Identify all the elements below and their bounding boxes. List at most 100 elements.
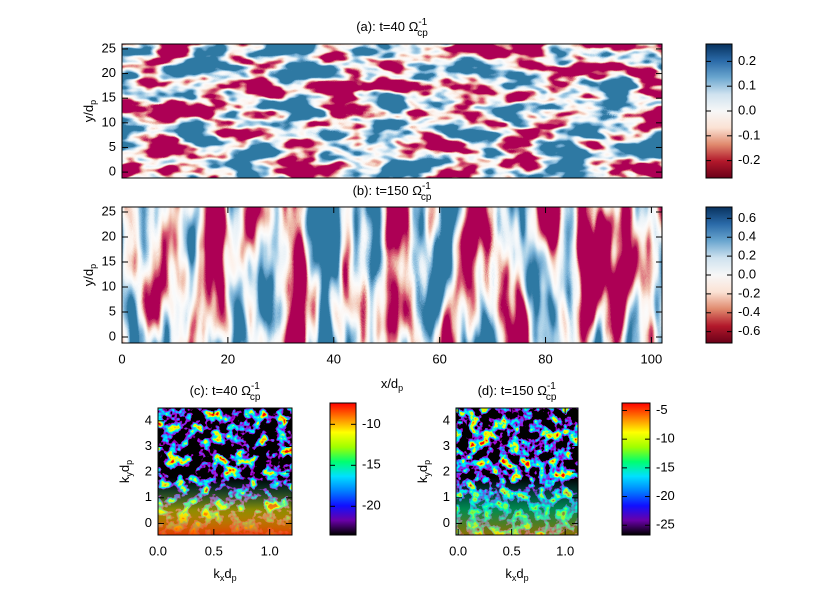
x-axis-label-sub: p (232, 573, 237, 583)
x-axis-label-text: x/d (381, 376, 398, 391)
colorbar-tick-label: 0.1 (738, 78, 756, 93)
x-tick-label: 60 (432, 351, 446, 366)
panel: (a): t=40 Ω-1cp 0 5 10 15 20 25 y/dp​ 0.2 0.1 0.0 -… (81, 17, 760, 179)
y-tick-label: 3 (145, 438, 152, 453)
colorbar-tick-label: -5 (656, 402, 668, 417)
heatmap-field (122, 44, 662, 178)
y-axis-label: ky​dp​ (117, 460, 134, 483)
y-axis-label-text: d (117, 465, 132, 472)
x-tick-label: 20 (221, 351, 235, 366)
y-tick-label: 4 (145, 412, 152, 427)
y-tick-label: 15 (102, 253, 116, 268)
y-tick-label: 5 (109, 303, 116, 318)
title-sup: -1 (547, 381, 556, 392)
colorbar-tick-label: -20 (362, 498, 381, 513)
y-axis-label-text: k (415, 476, 430, 483)
x-tick-label: 0.5 (503, 543, 521, 558)
x-tick-label: 0.5 (205, 543, 223, 558)
x-axis-label: kx​dp​ (505, 566, 528, 583)
y-axis-label-text: k (117, 476, 132, 483)
title-sup: -1 (418, 17, 427, 28)
panel-title: (c): t=40 Ω-1 cp (190, 381, 261, 403)
colorbar-tick-label: 0.6 (738, 210, 756, 225)
x-tick-label: 1.0 (261, 543, 279, 558)
y-tick-label: 25 (102, 40, 116, 55)
plot-frame (121, 43, 663, 179)
x-axis-label-sub: p (398, 383, 403, 393)
title-sup: -1 (251, 381, 260, 392)
y-axis-label: ky​dp​ (415, 460, 432, 483)
y-axis-label-sub: p (88, 264, 98, 269)
y-tick-label: 4 (443, 412, 450, 427)
x-axis-label-text: d (516, 566, 523, 581)
y-tick-label: 0 (443, 515, 450, 530)
heatmap-field (122, 207, 662, 343)
panel-title: (a): t=40 Ω-1 cp (356, 17, 428, 39)
panel-title: (b): t=150 Ω-1 cp (353, 181, 432, 203)
x-tick-label: 100 (641, 351, 663, 366)
x-axis-label-sub: x (512, 573, 517, 583)
y-axis-label-text: d (415, 465, 430, 472)
panel-title: (d): t=150 Ω-1 cp (478, 381, 557, 403)
y-tick-label: 25 (102, 203, 116, 218)
y-tick-label: 10 (102, 114, 116, 129)
colorbar-tick-label: -15 (362, 457, 381, 472)
panel: (d): t=150 Ω-1cp 0.0 0.5 1.0 0 1 2 3 4 kx​dp​ ky​d… (415, 381, 674, 584)
colorbar (621, 402, 651, 536)
y-axis-label-sub: y (422, 472, 432, 477)
x-tick-label: 40 (327, 351, 341, 366)
y-tick-label: 20 (102, 65, 116, 80)
title-text: (b): t=150 Ω (353, 183, 423, 198)
x-tick-label: 0.0 (149, 543, 167, 558)
title-sub: cp (546, 392, 557, 403)
colorbar-tick-label: 0.0 (738, 102, 756, 117)
x-axis-label-text: k (213, 566, 220, 581)
y-axis-label-sub: p (422, 460, 432, 465)
y-tick-label: 2 (443, 464, 450, 479)
y-axis-label-sub: y (124, 472, 134, 477)
heatmap-low-k (158, 408, 292, 535)
title-sub: cp (417, 28, 428, 39)
y-tick-label: 1 (145, 489, 152, 504)
x-tick-label: 80 (538, 351, 552, 366)
colorbar-tick-label: -10 (656, 431, 675, 446)
title-sub: cp (421, 192, 432, 203)
colorbar-tick-label: 0.0 (738, 266, 756, 281)
x-axis-label: x/dp​ (381, 376, 403, 393)
y-tick-label: 15 (102, 90, 116, 105)
y-axis-label-text: y/d (81, 269, 96, 286)
y-tick-label: 5 (109, 139, 116, 154)
plot-frame (121, 206, 663, 344)
heatmap-low-k (456, 408, 578, 535)
x-tick-label: 0 (118, 351, 125, 366)
y-axis-label: y/dp​ (81, 264, 98, 286)
x-axis-label-text: d (224, 566, 231, 581)
colorbar-tick-label: 0.2 (738, 248, 756, 263)
colorbar (329, 402, 357, 536)
colorbar-tick-label: 0.4 (738, 229, 756, 244)
colorbar-tick-label: -0.6 (738, 323, 760, 338)
panel: (b): t=150 Ω-1 cp0 20 40 60 80 1000510152025x/… (81, 181, 760, 394)
y-tick-label: 0 (145, 515, 152, 530)
title-text: (d): t=150 Ω (478, 383, 548, 398)
plot-frame (455, 407, 579, 536)
colorbar-tick-label: 0.2 (738, 53, 756, 68)
plot-frame (157, 407, 293, 536)
y-tick-label: 20 (102, 228, 116, 243)
x-axis-label-sub: x (220, 573, 225, 583)
x-axis-label: kx​dp​ (213, 566, 236, 583)
colorbar-tick-label: -0.1 (738, 127, 760, 142)
colorbar-tick-label: -0.4 (738, 304, 760, 319)
colorbar-tick-label: -10 (362, 416, 381, 431)
y-tick-label: 1 (443, 489, 450, 504)
y-axis-label: y/dp​ (81, 100, 98, 122)
y-axis-label-text: y/d (81, 105, 96, 122)
y-tick-label: 10 (102, 278, 116, 293)
title-sub: cp (250, 392, 261, 403)
title-text: (a): t=40 Ω (356, 19, 418, 34)
y-tick-label: 0 (109, 164, 116, 179)
colorbar-tick-label: -20 (656, 488, 675, 503)
x-axis-label-sub: p (524, 573, 529, 583)
colorbar-tick-label: -25 (656, 517, 675, 532)
